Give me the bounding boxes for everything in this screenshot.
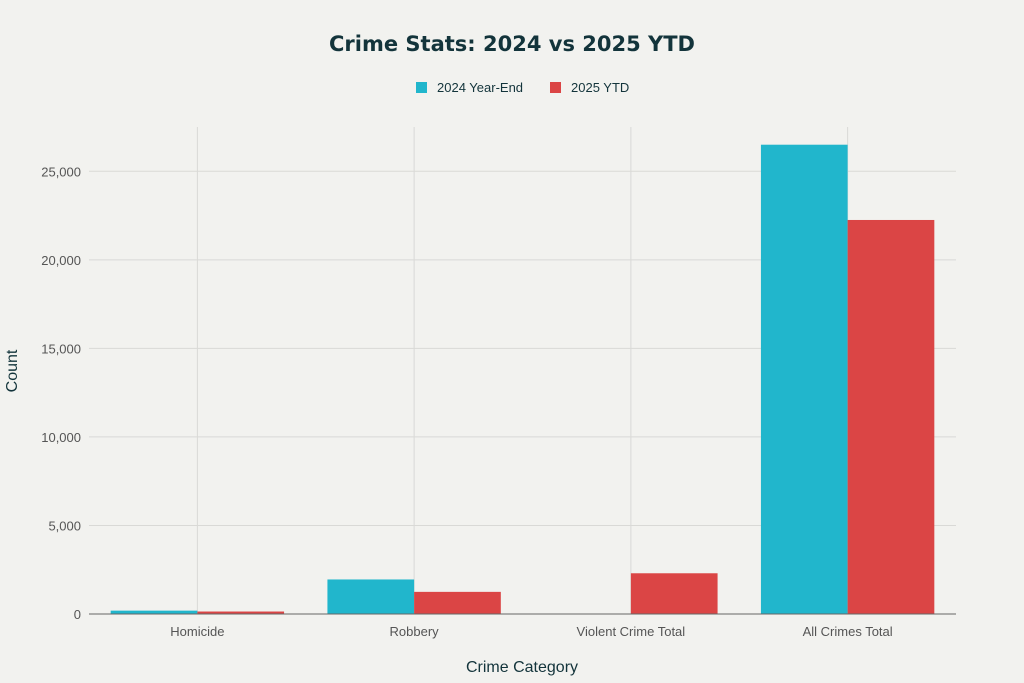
x-tick-label: Homicide (170, 624, 224, 639)
legend-swatch-2025[interactable] (550, 82, 561, 93)
y-tick-label: 0 (74, 607, 81, 622)
y-tick-label: 10,000 (41, 430, 81, 445)
x-axis-label: Crime Category (466, 659, 578, 676)
x-tick-label: Violent Crime Total (577, 624, 686, 639)
bar-2024-robbery[interactable] (327, 579, 415, 614)
bar-2025-all-crimes-total[interactable] (847, 219, 935, 615)
legend-label-2025[interactable]: 2025 YTD (571, 80, 629, 95)
bar-2025-homicide[interactable] (197, 611, 285, 614)
y-tick-label: 25,000 (41, 164, 81, 179)
bar-2024-all-crimes-total[interactable] (760, 144, 848, 614)
y-tick-label: 20,000 (41, 253, 81, 268)
legend: 2024 Year-End 2025 YTD (416, 80, 629, 95)
y-axis-label: Count (4, 349, 21, 392)
bar-2024-homicide[interactable] (110, 610, 198, 614)
x-axis-ticks: Homicide Robbery Violent Crime Total All Cr… (170, 624, 892, 639)
chart-title: Crime Stats: 2024 vs 2025 YTD (329, 32, 695, 56)
legend-label-2024[interactable]: 2024 Year-End (437, 80, 523, 95)
y-axis-ticks: 0 5,000 10,000 15,000 20,000 25,000 (41, 164, 81, 622)
legend-swatch-2024[interactable] (416, 82, 427, 93)
bar-2025-violent-crime-total[interactable] (630, 573, 718, 614)
y-tick-label: 15,000 (41, 341, 81, 356)
x-tick-label: All Crimes Total (803, 624, 893, 639)
y-tick-label: 5,000 (48, 518, 81, 533)
bar-2025-robbery[interactable] (414, 591, 501, 614)
x-tick-label: Robbery (390, 624, 440, 639)
bars (110, 144, 935, 615)
